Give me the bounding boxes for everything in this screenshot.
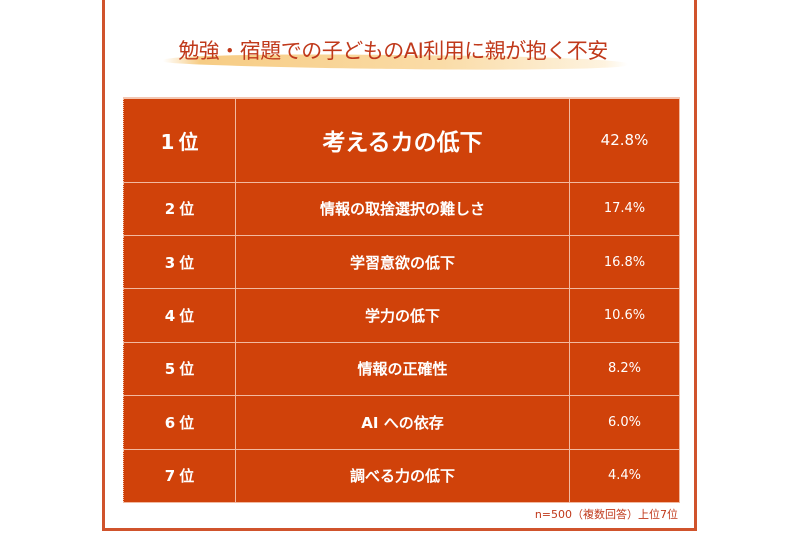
rank-number: 3: [164, 253, 176, 272]
rank-suffix: 位: [179, 467, 195, 486]
percent-cell: 17.4%: [569, 181, 680, 237]
rank-suffix: 位: [179, 413, 195, 432]
percent-cell: 4.4%: [569, 448, 680, 504]
item-cell: 学習意欲の低下: [235, 234, 570, 290]
rank-suffix: 位: [178, 129, 199, 154]
item-cell: 考えるカの低下: [235, 96, 570, 183]
rank-suffix: 位: [179, 360, 195, 379]
rank-suffix: 位: [179, 307, 195, 326]
sample-size-note: n=500（複数回答）上位7位: [534, 508, 678, 521]
rank-number: 4: [164, 307, 176, 326]
percent-cell: 6.0%: [569, 395, 680, 450]
rank-suffix: 位: [179, 200, 195, 219]
title-area: 勉強・宿題での子どものAI利用に親が抱く不安: [153, 36, 633, 72]
rank-number: 1: [160, 129, 175, 154]
item-cell: 調べる力の低下: [235, 448, 570, 504]
item-cell: 情報の正確性: [235, 341, 570, 397]
item-cell: 学力の低下: [235, 288, 570, 343]
rank-number: 2: [164, 200, 176, 219]
item-cell: 情報の取捨選択の難しさ: [235, 181, 570, 237]
rank-number: 7: [164, 467, 176, 486]
chart-title: 勉強・宿題での子どものAI利用に親が抱く不安: [178, 39, 608, 63]
rank-suffix: 位: [179, 253, 195, 272]
rank-number: 6: [164, 413, 176, 432]
percent-cell: 8.2%: [569, 341, 680, 397]
item-cell: AI への依存: [235, 395, 570, 450]
rank-number: 5: [164, 360, 176, 379]
percent-cell: 10.6%: [569, 288, 680, 343]
percent-cell: 16.8%: [569, 234, 680, 290]
percent-cell: 42.8%: [569, 96, 680, 183]
